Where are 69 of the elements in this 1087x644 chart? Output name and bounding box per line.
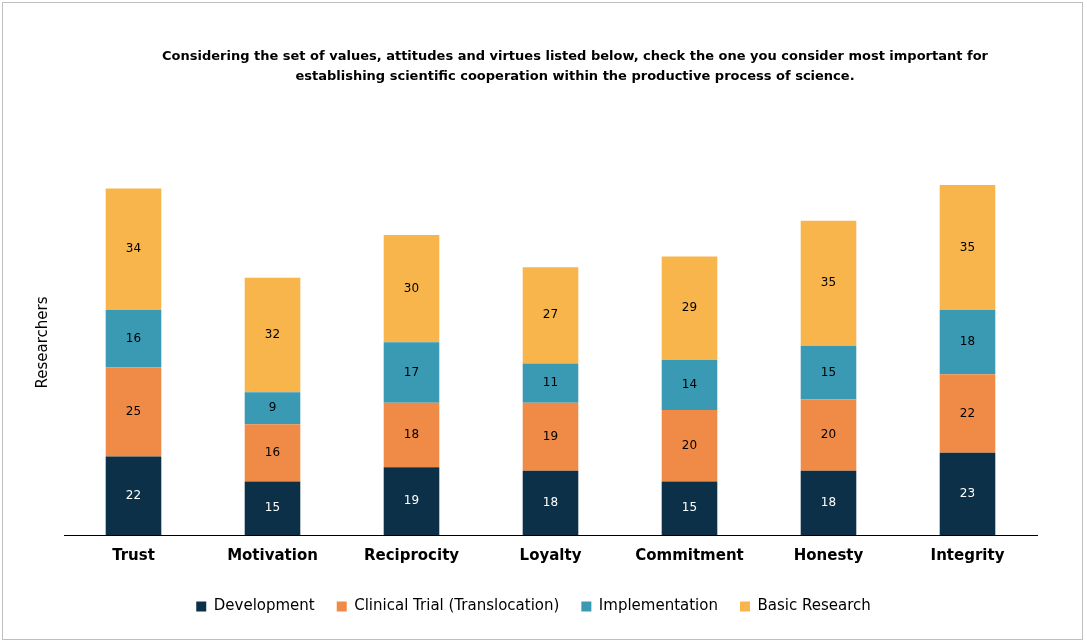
bar [383,402,440,468]
bar [939,185,996,310]
data-label: 14 [681,377,698,392]
bar [661,410,718,482]
data-label: 23 [959,486,976,501]
bar [105,367,162,457]
x-tick-label: Commitment [635,545,744,564]
data-label: 19 [403,493,420,508]
data-label: 29 [681,300,698,315]
data-label: 15 [681,500,698,515]
data-label: 34 [125,241,142,256]
data-label: 18 [403,427,420,442]
data-label: 19 [542,428,559,443]
data-label: 15 [820,364,837,379]
data-label: 9 [268,400,277,415]
bar [661,481,718,535]
bar [522,470,579,535]
data-label: 25 [125,403,142,418]
data-label: 16 [264,444,281,459]
bar [244,424,301,482]
bar [244,392,301,425]
bar [383,342,440,403]
bar [661,256,718,360]
data-label: 18 [820,494,837,509]
bar [522,363,579,403]
data-label: 22 [125,487,142,502]
x-tick-label: Integrity [930,545,1005,564]
bar [800,345,857,400]
x-tick-label: Honesty [793,545,864,564]
x-tick-label: Motivation [227,545,318,564]
x-tick-label: Loyalty [519,545,582,564]
legend-label: Clinical Trial (Translocation) [354,596,560,615]
data-label: 11 [542,375,559,390]
bar [800,470,857,535]
bar [105,456,162,535]
data-label: 32 [264,327,281,342]
bar [939,452,996,535]
bar [522,402,579,471]
data-label: 17 [403,364,420,379]
data-label: 22 [959,405,976,420]
data-label: 35 [820,275,837,290]
data-label: 15 [264,500,281,515]
chart-title: Considering the set of values, attitudes and virtues listed below, check the one you consider most important for establishing scientific cooperation within the productive process of science. [160,47,989,85]
data-label: 20 [820,427,837,442]
y-axis-title: Researchers [32,296,51,389]
legend-label: Implementation [598,596,718,615]
x-tick-label: Reciprocity [363,545,460,564]
data-label: 18 [959,334,976,349]
data-label: 18 [542,494,559,509]
data-label: 20 [681,437,698,452]
x-tick-label: Trust [112,545,155,564]
legend-label: Development [213,596,315,615]
bar [383,235,440,343]
data-label: 27 [542,307,559,322]
bar [105,188,162,310]
data-label: 30 [403,280,420,295]
bar [522,267,579,364]
bar [800,399,857,471]
data-label: 35 [959,239,976,254]
bar [939,310,996,375]
bar [939,374,996,453]
bar [800,220,857,346]
data-label: 16 [125,330,142,345]
legend-label: Basic Research [757,596,871,615]
bar [244,481,301,535]
bar [661,360,718,410]
bar [244,277,301,393]
bar [383,467,440,535]
bar [105,310,162,368]
